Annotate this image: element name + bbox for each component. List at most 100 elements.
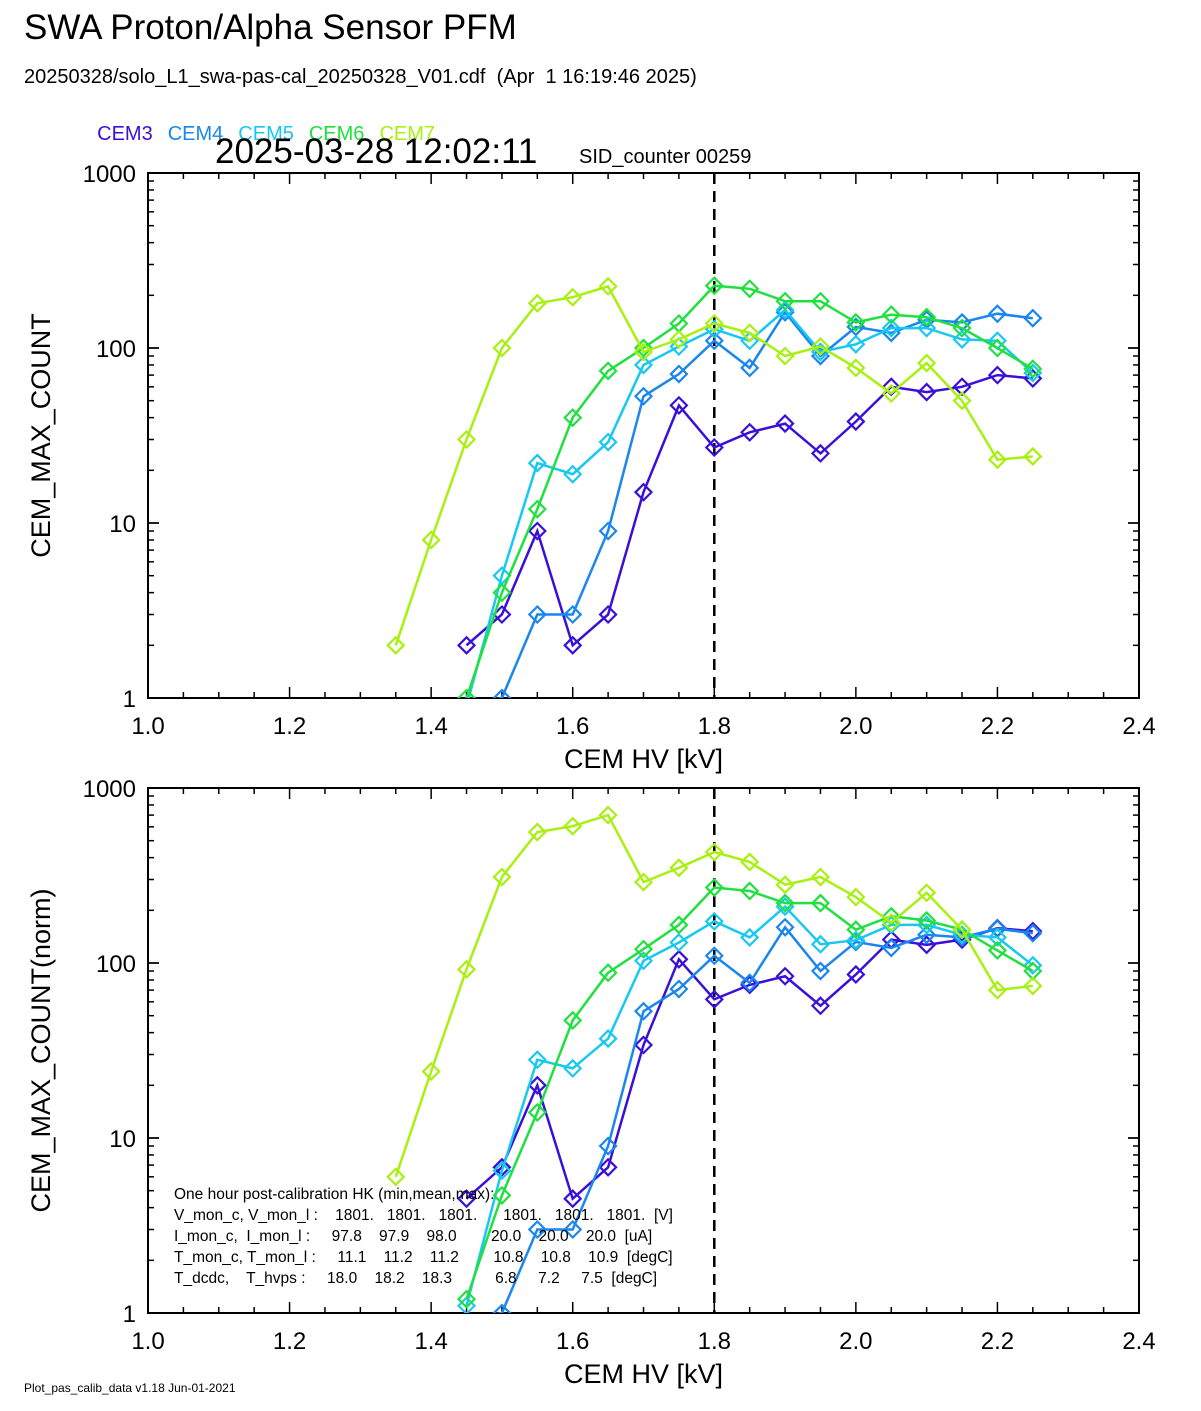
data-point-cem3 xyxy=(669,949,689,969)
data-point-cem4 xyxy=(527,1219,547,1240)
data-point-cem7 xyxy=(386,635,406,655)
x-tick-label: 2.0 xyxy=(839,713,872,740)
data-point-cem6 xyxy=(775,893,795,913)
data-point-cem7 xyxy=(492,338,512,358)
y-tick-label: 100 xyxy=(96,951,136,978)
data-point-cem5 xyxy=(704,911,724,931)
data-point-cem3 xyxy=(740,975,760,995)
y-tick-label: 100 xyxy=(96,336,136,363)
data-point-cem7 xyxy=(492,867,512,887)
x-tick-label: 1.8 xyxy=(698,713,731,740)
data-point-cem5 xyxy=(740,927,760,947)
data-point-cem3 xyxy=(633,1035,654,1055)
data-point-cem3 xyxy=(704,437,724,458)
x-tick-label: 1.6 xyxy=(556,713,589,740)
data-point-cem3 xyxy=(846,964,866,985)
legend-item-cem3: CEM3 xyxy=(97,123,153,145)
data-point-cem3 xyxy=(633,482,654,502)
data-point-cem5 xyxy=(598,1029,618,1049)
data-point-cem7 xyxy=(598,805,618,825)
data-point-cem7 xyxy=(846,887,866,907)
data-point-cem5 xyxy=(846,334,866,354)
series-line-cem7 xyxy=(394,284,1033,646)
data-point-cem3 xyxy=(527,1075,547,1095)
data-point-cem7 xyxy=(527,293,547,313)
data-point-cem3 xyxy=(563,1189,583,1209)
x-tick-label: 2.0 xyxy=(839,1328,872,1355)
footer-version: Plot_pas_calib_data v1.18 Jun-01-2021 xyxy=(24,1381,236,1395)
series-line-cem7 xyxy=(394,813,1033,1178)
data-point-cem3 xyxy=(598,1157,618,1177)
hk-line: V_mon_c, V_mon_l : 1801. 1801. 1801. 180… xyxy=(174,1207,673,1224)
series-line-cem6 xyxy=(465,886,1034,1300)
data-point-cem4 xyxy=(881,938,901,958)
x-tick-label: 2.4 xyxy=(1122,713,1155,740)
data-point-cem3 xyxy=(456,1189,477,1209)
series-line-cem4 xyxy=(496,310,1033,698)
data-point-cem7 xyxy=(952,391,972,411)
series-line-cem3 xyxy=(465,373,1033,648)
data-point-cem3 xyxy=(1023,921,1043,941)
data-point-cem5 xyxy=(952,329,972,349)
chart-panel-1: 1.0 1.2 1.4 1.6 1.8 2.0 2.2 2.4 1 10 100 1000 CEM HV… xyxy=(26,161,1156,774)
data-point-cem6 xyxy=(633,338,654,358)
x-tick-label: 1.4 xyxy=(414,1328,447,1355)
data-point-cem7 xyxy=(669,858,689,878)
data-point-cem3 xyxy=(669,395,689,415)
data-point-cem3 xyxy=(775,414,795,434)
x-tick-label: 1.8 xyxy=(698,1328,731,1355)
data-point-cem3 xyxy=(456,635,477,655)
data-point-cem5 xyxy=(810,934,831,954)
data-point-cem7 xyxy=(917,883,937,903)
data-point-cem6 xyxy=(704,276,724,296)
data-point-cem5 xyxy=(669,336,689,357)
data-point-cem4 xyxy=(1023,923,1043,943)
data-point-cem3 xyxy=(952,377,972,397)
data-point-cem7 xyxy=(846,358,866,378)
data-point-cem5 xyxy=(492,1161,512,1181)
data-point-cem5 xyxy=(1023,955,1043,975)
data-point-cem7 xyxy=(1023,976,1043,996)
data-point-cem7 xyxy=(421,530,441,550)
data-point-cem6 xyxy=(563,1010,583,1030)
data-point-cem4 xyxy=(775,917,795,937)
data-point-cem7 xyxy=(669,329,689,349)
x-tick-label: 1.0 xyxy=(131,1328,164,1355)
x-tick-label: 2.4 xyxy=(1122,1328,1155,1355)
series-line-cem5 xyxy=(465,904,1034,1307)
data-point-cem6 xyxy=(527,499,547,519)
sid-counter: SID_counter 00259 xyxy=(579,146,752,168)
data-point-cem6 xyxy=(492,583,512,603)
data-point-cem7 xyxy=(810,336,831,357)
data-point-cem5 xyxy=(669,932,689,953)
data-point-cem6 xyxy=(846,312,866,332)
data-point-cem3 xyxy=(846,411,866,432)
data-point-cem7 xyxy=(456,959,477,979)
data-point-cem7 xyxy=(633,872,654,892)
data-point-cem3 xyxy=(810,443,831,463)
legend-item-cem7: CEM7 xyxy=(379,123,436,145)
x-tick-label: 1.0 xyxy=(131,713,164,740)
file-subtitle: 20250328/solo_L1_swa-pas-cal_20250328_V0… xyxy=(24,66,697,88)
data-point-cem5 xyxy=(881,318,901,338)
data-point-cem4 xyxy=(740,358,760,378)
x-tick-label: 1.4 xyxy=(414,713,447,740)
data-point-cem5 xyxy=(563,464,583,484)
y-tick-label: 10 xyxy=(109,1126,136,1153)
data-point-cem5 xyxy=(527,453,547,473)
data-point-cem4 xyxy=(492,688,512,698)
data-point-cem6 xyxy=(527,1102,547,1122)
data-point-cem6 xyxy=(1023,359,1043,379)
data-point-cem3 xyxy=(810,996,831,1016)
data-point-cem7 xyxy=(775,875,795,895)
timestamp: 2025-03-28 12:02:11 xyxy=(215,132,538,171)
x-axis-label: CEM HV [kV] xyxy=(564,1359,723,1389)
data-point-cem7 xyxy=(563,816,583,836)
data-point-cem6 xyxy=(669,915,689,935)
data-point-cem5 xyxy=(464,696,469,698)
series-line-cem4 xyxy=(496,925,1033,1313)
data-point-cem7 xyxy=(704,842,724,862)
data-point-cem4 xyxy=(563,1219,583,1240)
x-tick-label: 1.2 xyxy=(273,1328,306,1355)
